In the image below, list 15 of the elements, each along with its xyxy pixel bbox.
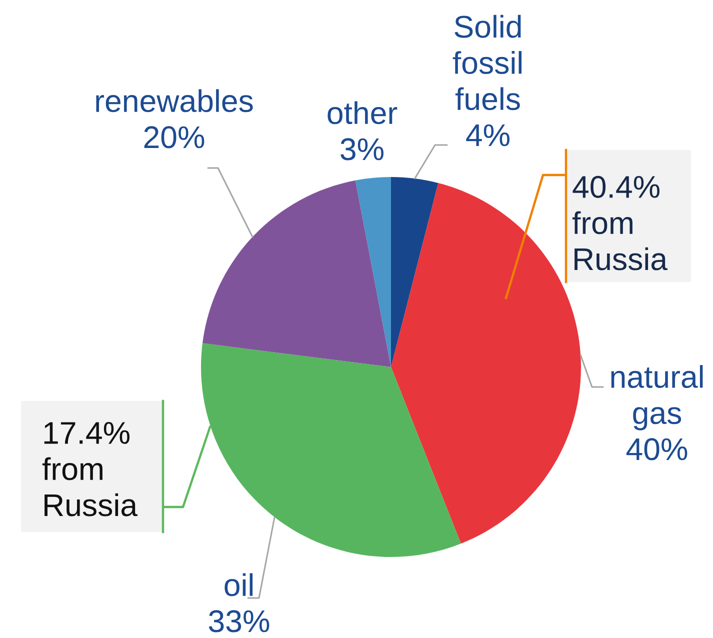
pie-slice <box>202 180 391 367</box>
data-label: 40% <box>626 438 688 460</box>
text: 17.4% from Russia <box>42 422 138 516</box>
slice-label: Solid fossil fuels <box>452 14 522 110</box>
data-label: 20% <box>144 126 204 148</box>
slice-label: renewables <box>96 89 253 112</box>
slice-label: oil <box>224 573 253 596</box>
text: 40.4% from Russia <box>572 176 668 270</box>
slice-label: natural gas <box>611 365 703 430</box>
data-label: 3% <box>340 138 384 160</box>
pie-slice <box>391 177 438 367</box>
pie-slice <box>355 177 391 367</box>
data-label: 33% <box>208 610 270 632</box>
data-label: 4% <box>466 124 510 146</box>
slice-label: other <box>328 101 398 124</box>
